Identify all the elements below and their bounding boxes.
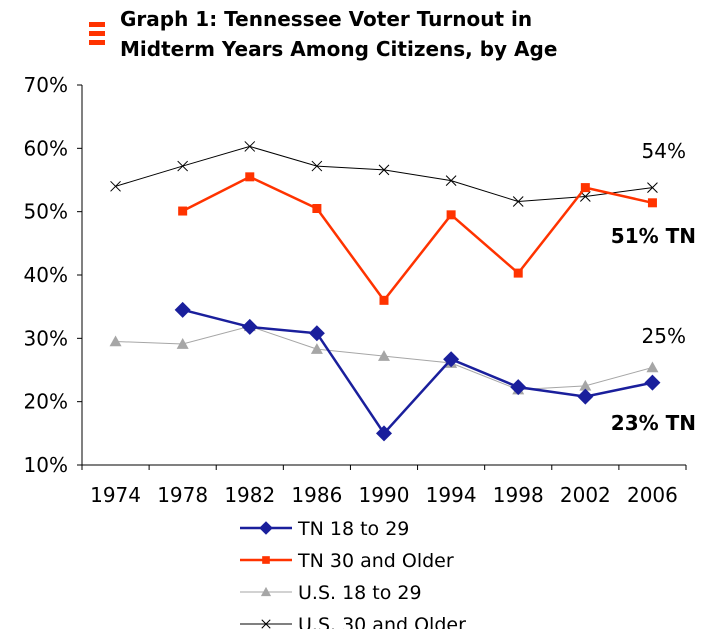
x-tick-label: 1994 xyxy=(426,483,477,507)
y-tick-label: 40% xyxy=(24,263,68,287)
data-point xyxy=(378,350,390,361)
data-point xyxy=(513,268,523,278)
y-tick-label: 50% xyxy=(24,200,68,224)
annotation-us-30-older: 54% xyxy=(642,139,686,163)
data-point xyxy=(174,301,191,318)
chart-title-line-1: Graph 1: Tennessee Voter Turnout in xyxy=(120,7,532,31)
x-tick-label: 2006 xyxy=(627,483,678,507)
legend-marker xyxy=(260,586,272,597)
legend-marker xyxy=(262,556,270,564)
y-tick-label: 20% xyxy=(24,390,68,414)
series-line xyxy=(182,308,653,436)
data-point xyxy=(311,160,323,172)
data-point xyxy=(244,141,256,152)
data-point xyxy=(647,198,657,208)
y-tick-label: 70% xyxy=(24,73,68,97)
data-point xyxy=(178,206,188,216)
x-tick-label: 2002 xyxy=(560,483,611,507)
annotation-tn-18-29: 23% TN xyxy=(611,411,696,435)
data-point xyxy=(378,164,390,176)
data-point xyxy=(580,183,590,193)
data-point xyxy=(245,172,255,182)
legend-item: TN 18 to 29 xyxy=(240,518,409,540)
legend-label: TN 30 and Older xyxy=(297,550,454,572)
legend-label: U.S. 18 to 29 xyxy=(298,582,422,604)
series-u-s-30-and-older xyxy=(110,141,658,207)
x-tick-label: 1982 xyxy=(224,483,275,507)
annotation-us-18-29: 25% xyxy=(642,324,686,348)
data-point xyxy=(512,196,524,207)
data-point xyxy=(510,379,527,396)
x-tick-label: 1998 xyxy=(493,483,544,507)
data-point xyxy=(646,361,659,373)
data-point xyxy=(446,210,456,220)
legend-label: TN 18 to 29 xyxy=(297,518,409,540)
series-tn-18-to-29 xyxy=(174,301,661,442)
data-point xyxy=(579,379,592,391)
legend: TN 18 to 29 TN 30 and Older U.S. 18 to 29 U… xyxy=(240,518,466,629)
x-tick-label: 1986 xyxy=(291,483,342,507)
data-point xyxy=(443,351,460,368)
data-point xyxy=(308,325,325,342)
data-point xyxy=(647,182,658,193)
series-u-s-18-to-29 xyxy=(109,320,659,395)
legend-label: U.S. 30 and Older xyxy=(298,614,466,629)
y-tick-label: 30% xyxy=(24,326,68,350)
data-point xyxy=(577,388,594,405)
data-point xyxy=(110,180,121,192)
x-tick-label: 1978 xyxy=(157,483,208,507)
y-tick-label: 10% xyxy=(24,453,68,477)
series-line xyxy=(115,145,653,203)
title-bullet-icon xyxy=(89,22,105,45)
legend-marker xyxy=(259,521,273,535)
legend-item: U.S. 18 to 29 xyxy=(240,582,422,604)
data-point xyxy=(310,343,323,354)
data-point xyxy=(312,204,322,213)
legend-marker xyxy=(261,619,271,629)
annotation-tn-30-older: 51% TN xyxy=(611,224,696,248)
data-point xyxy=(177,160,189,172)
data-point xyxy=(445,175,457,186)
y-tick-label: 60% xyxy=(24,136,68,160)
data-point xyxy=(241,318,258,335)
data-point xyxy=(376,425,392,442)
legend-item: TN 30 and Older xyxy=(240,550,454,572)
legend-item: U.S. 30 and Older xyxy=(240,614,466,629)
series-tn-30-and-older xyxy=(178,172,657,305)
data-point xyxy=(109,335,122,347)
x-tick-label: 1990 xyxy=(359,483,410,507)
x-tick-label: 1974 xyxy=(90,483,141,507)
data-point xyxy=(379,295,389,305)
chart-title-line-2: Midterm Years Among Citizens, by Age xyxy=(120,37,557,61)
data-point xyxy=(644,374,661,391)
series-line xyxy=(182,175,653,303)
data-point xyxy=(176,338,189,349)
